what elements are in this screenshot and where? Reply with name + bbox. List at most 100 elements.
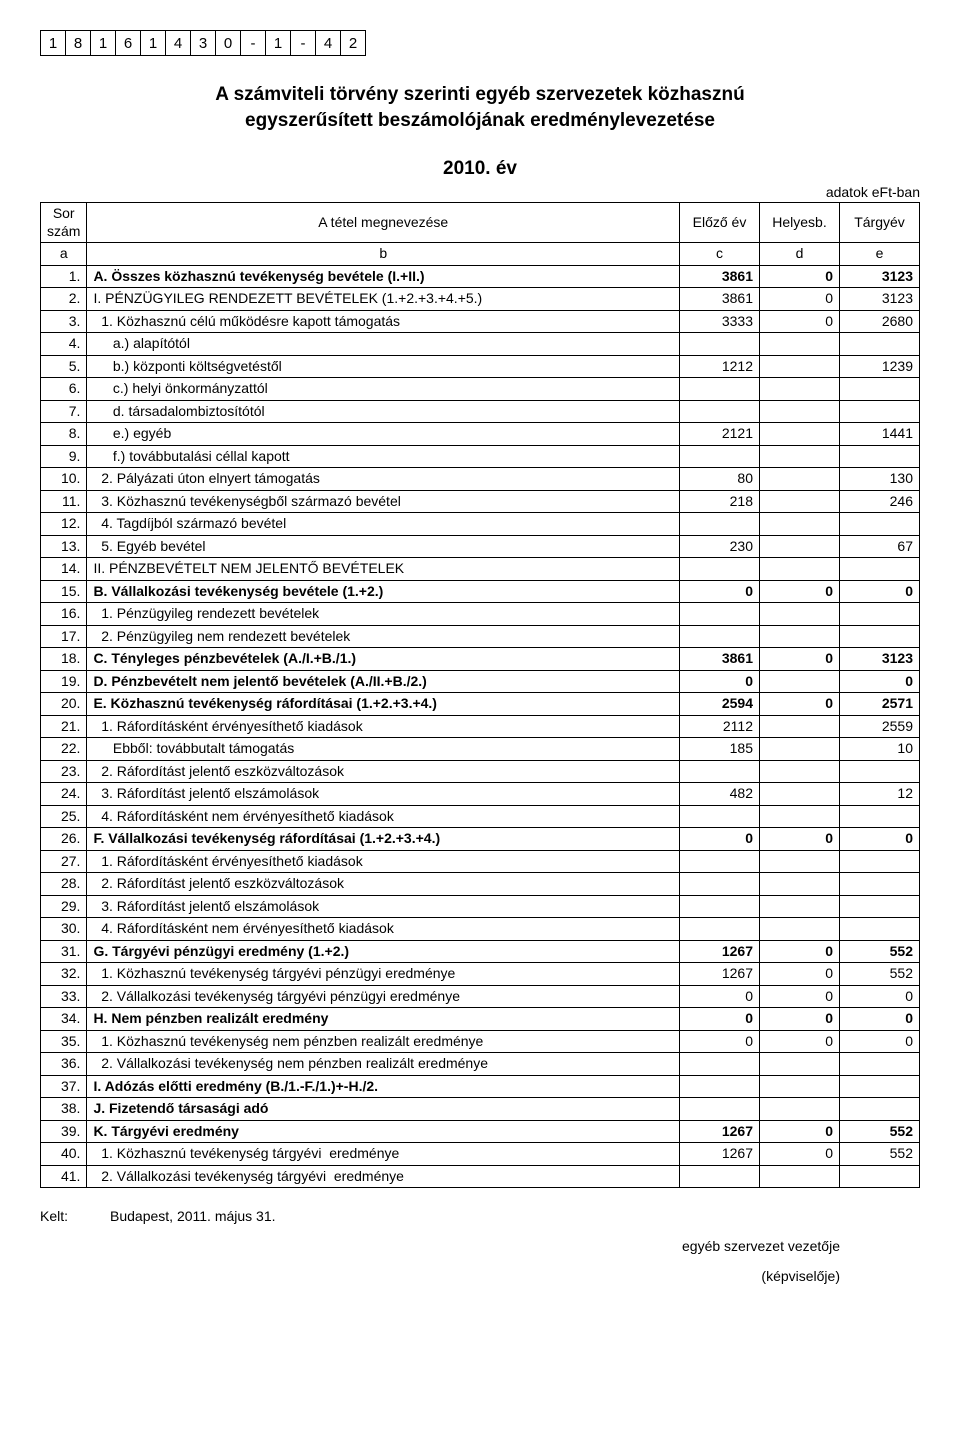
row-label: f.) továbbutalási céllal kapott <box>87 445 680 468</box>
row-label: 1. Ráfordításként érvényesíthető kiadáso… <box>87 715 680 738</box>
row-label: 2. Vállalkozási tevékenység tárgyévi pén… <box>87 985 680 1008</box>
row-value-c: 0 <box>680 670 760 693</box>
row-number: 36. <box>41 1053 87 1076</box>
kelt-label: Kelt: <box>40 1208 110 1224</box>
row-label: 1. Pénzügyileg rendezett bevételek <box>87 603 680 626</box>
row-value-d <box>760 468 840 491</box>
row-label: E. Közhasznú tevékenység ráfordításai (1… <box>87 693 680 716</box>
row-value-d <box>760 918 840 941</box>
row-value-e: 2571 <box>840 693 920 716</box>
row-value-e <box>840 1098 920 1121</box>
row-value-d <box>760 715 840 738</box>
row-value-d <box>760 423 840 446</box>
unit-label: adatok eFt-ban <box>40 184 920 200</box>
row-number: 9. <box>41 445 87 468</box>
table-row: 2.I. PÉNZÜGYILEG RENDEZETT BEVÉTELEK (1.… <box>41 288 920 311</box>
doc-title-line1: A számviteli törvény szerinti egyéb szer… <box>40 84 920 106</box>
row-label: 3. Közhasznú tevékenységből származó bev… <box>87 490 680 513</box>
row-value-e <box>840 400 920 423</box>
row-value-e: 2559 <box>840 715 920 738</box>
id-box: 4 <box>315 30 341 56</box>
row-number: 11. <box>41 490 87 513</box>
row-value-e <box>840 513 920 536</box>
th-targy: Tárgyév <box>840 203 920 243</box>
row-number: 6. <box>41 378 87 401</box>
row-value-e <box>840 873 920 896</box>
row-value-c <box>680 760 760 783</box>
row-value-c <box>680 558 760 581</box>
table-row: 10. 2. Pályázati úton elnyert támogatás8… <box>41 468 920 491</box>
th-sor: Sor szám <box>41 203 87 243</box>
row-label: H. Nem pénzben realizált eredmény <box>87 1008 680 1031</box>
row-value-d <box>760 625 840 648</box>
id-box: 0 <box>215 30 241 56</box>
row-value-d <box>760 850 840 873</box>
row-value-c <box>680 850 760 873</box>
table-row: 27. 1. Ráfordításként érvényesíthető kia… <box>41 850 920 873</box>
table-row: 6. c.) helyi önkormányzattól <box>41 378 920 401</box>
row-number: 5. <box>41 355 87 378</box>
id-box: 1 <box>40 30 66 56</box>
th-e: e <box>840 243 920 266</box>
table-row: 23. 2. Ráfordítást jelentő eszközváltozá… <box>41 760 920 783</box>
row-number: 38. <box>41 1098 87 1121</box>
table-row: 3. 1. Közhasznú célú működésre kapott tá… <box>41 310 920 333</box>
th-d: d <box>760 243 840 266</box>
row-value-d <box>760 805 840 828</box>
table-row: 15.B. Vállalkozási tevékenység bevétele … <box>41 580 920 603</box>
table-row: 4. a.) alapítótól <box>41 333 920 356</box>
row-value-e: 0 <box>840 985 920 1008</box>
row-value-c: 0 <box>680 828 760 851</box>
table-row: 17. 2. Pénzügyileg nem rendezett bevétel… <box>41 625 920 648</box>
id-box: - <box>240 30 266 56</box>
row-value-c: 2121 <box>680 423 760 446</box>
row-value-d <box>760 603 840 626</box>
table-row: 16. 1. Pénzügyileg rendezett bevételek <box>41 603 920 626</box>
row-value-e: 3123 <box>840 288 920 311</box>
doc-year: 2010. év <box>40 158 920 180</box>
row-number: 40. <box>41 1143 87 1166</box>
row-value-d: 0 <box>760 1030 840 1053</box>
row-value-c: 1212 <box>680 355 760 378</box>
table-row: 7. d. társadalombiztosítótól <box>41 400 920 423</box>
row-number: 25. <box>41 805 87 828</box>
row-value-e <box>840 1075 920 1098</box>
signature-line2: (képviselője) <box>40 1268 920 1284</box>
row-number: 35. <box>41 1030 87 1053</box>
id-box: - <box>290 30 316 56</box>
row-value-c <box>680 1053 760 1076</box>
row-label: 1. Közhasznú célú működésre kapott támog… <box>87 310 680 333</box>
row-value-d: 0 <box>760 580 840 603</box>
table-row: 19.D. Pénzbevételt nem jelentő bevételek… <box>41 670 920 693</box>
row-value-e <box>840 805 920 828</box>
table-row: 37.I. Adózás előtti eredmény (B./1.-F./1… <box>41 1075 920 1098</box>
row-value-c: 185 <box>680 738 760 761</box>
id-box: 8 <box>65 30 91 56</box>
row-label: C. Tényleges pénzbevételek (A./I.+B./1.) <box>87 648 680 671</box>
row-value-c: 1267 <box>680 1120 760 1143</box>
row-number: 34. <box>41 1008 87 1031</box>
row-number: 21. <box>41 715 87 738</box>
footer: Kelt: Budapest, 2011. május 31. egyéb sz… <box>40 1208 920 1284</box>
table-row: 5. b.) központi költségvetéstől12121239 <box>41 355 920 378</box>
th-helyesb: Helyesb. <box>760 203 840 243</box>
row-value-d: 0 <box>760 1143 840 1166</box>
table-row: 31.G. Tárgyévi pénzügyi eredmény (1.+2.)… <box>41 940 920 963</box>
row-value-c: 0 <box>680 580 760 603</box>
row-label: 1. Közhasznú tevékenység tárgyévi eredmé… <box>87 1143 680 1166</box>
row-value-e: 552 <box>840 1143 920 1166</box>
row-label: 4. Ráfordításként nem érvényesíthető kia… <box>87 918 680 941</box>
row-label: 2. Pénzügyileg nem rendezett bevételek <box>87 625 680 648</box>
row-number: 26. <box>41 828 87 851</box>
row-value-e: 3123 <box>840 648 920 671</box>
row-value-c: 230 <box>680 535 760 558</box>
row-number: 4. <box>41 333 87 356</box>
row-value-e <box>840 760 920 783</box>
row-value-d <box>760 738 840 761</box>
row-number: 32. <box>41 963 87 986</box>
row-number: 13. <box>41 535 87 558</box>
row-value-d: 0 <box>760 693 840 716</box>
row-value-e: 3123 <box>840 265 920 288</box>
row-value-c <box>680 603 760 626</box>
row-value-d: 0 <box>760 648 840 671</box>
